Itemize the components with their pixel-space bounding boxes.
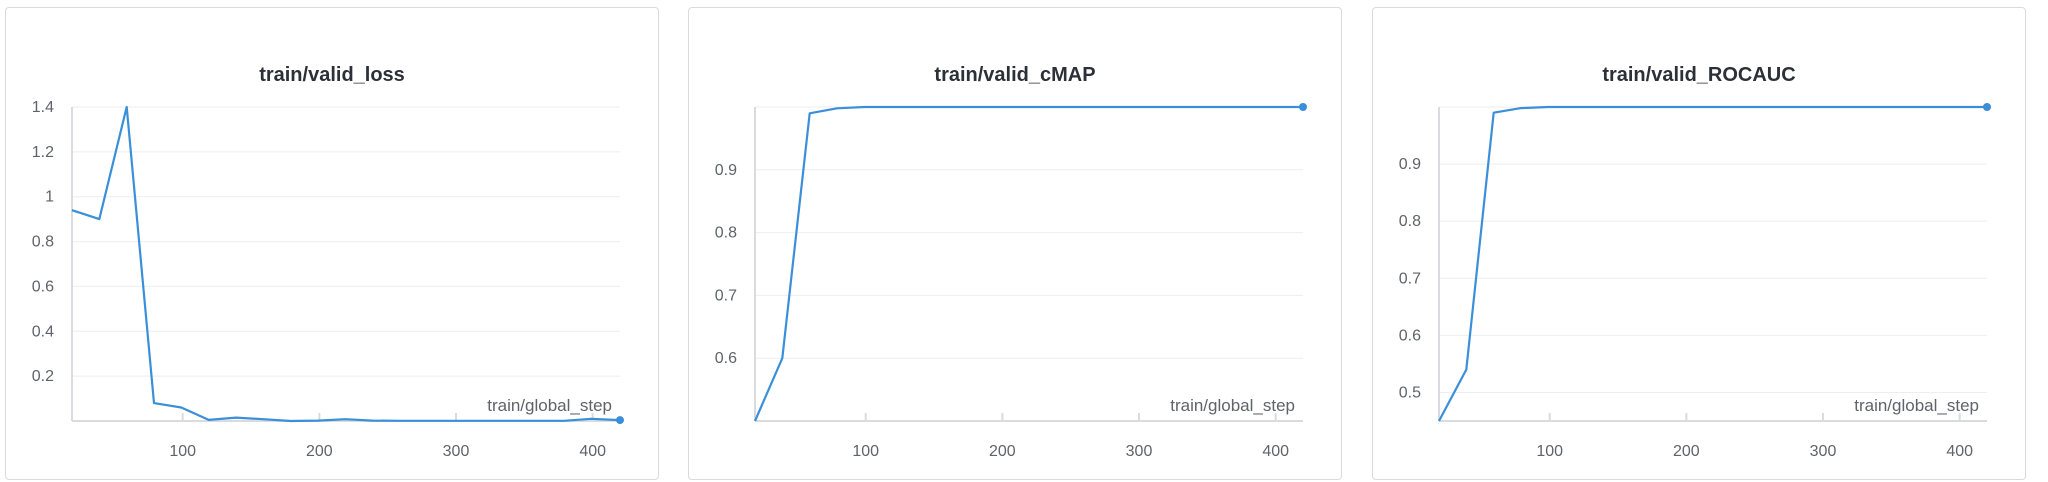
chart-title: train/valid_ROCAUC	[1602, 64, 1796, 86]
series-endpoint	[1299, 103, 1307, 111]
x-tick-label: 300	[1810, 443, 1837, 460]
x-tick-label: 400	[579, 443, 606, 460]
y-tick-label: 0.7	[1399, 270, 1421, 287]
y-tick-label: 1.2	[32, 144, 54, 161]
chart-panel-cmap: train/valid_cMAP 0.6 0.7 0.8 0.9 100 200 300 40…	[688, 7, 1342, 480]
y-tick-label: 0.8	[715, 225, 737, 242]
y-tick-label: 0.6	[32, 278, 54, 295]
series-endpoint	[616, 416, 624, 425]
chart-panel-rocauc: train/valid_ROCAUC 0.5 0.6 0.7 0.8 0.9 100 200…	[1372, 7, 2026, 480]
series-line	[71, 105, 621, 423]
y-tick-label: 0.8	[32, 234, 54, 251]
series-line	[1438, 105, 1987, 422]
series-endpoint	[1983, 103, 1991, 111]
chart-panel-loss: train/valid_loss 0.2 0.4 0.6 0.8 1 1.2 1.4 100 2…	[5, 7, 659, 480]
x-axis-title: train/global_step	[1854, 396, 1979, 415]
y-tick-label: 0.6	[715, 350, 737, 367]
x-tick-label: 300	[443, 443, 470, 460]
series-line	[753, 105, 1303, 422]
chart-plot[interactable]: 0.2 0.4 0.6 0.8 1 1.2 1.4 100 200 300 400 train/glo…	[6, 8, 660, 481]
chart-title: train/valid_cMAP	[934, 64, 1096, 86]
x-tick-label: 100	[1536, 443, 1563, 460]
x-tick-label: 200	[989, 443, 1016, 460]
y-tick-label: 0.4	[32, 323, 54, 340]
chart-plot[interactable]: 0.5 0.6 0.7 0.8 0.9 100 200 300 400 train/global_…	[1373, 8, 2027, 481]
chart-plot[interactable]: 0.6 0.7 0.8 0.9 100 200 300 400 train/global_ste…	[689, 8, 1343, 481]
x-tick-label: 100	[169, 443, 196, 460]
y-tick-label: 0.2	[32, 368, 54, 385]
x-tick-label: 100	[852, 443, 879, 460]
x-tick-label: 400	[1262, 443, 1289, 460]
x-tick-label: 200	[1673, 443, 1700, 460]
y-tick-label: 0.7	[715, 287, 737, 304]
y-tick-label: 1.4	[32, 99, 54, 116]
y-tick-label: 0.9	[1399, 156, 1421, 173]
x-tick-label: 400	[1946, 443, 1973, 460]
y-tick-label: 0.9	[715, 162, 737, 179]
y-tick-label: 1	[45, 189, 54, 206]
y-tick-label: 0.6	[1399, 327, 1421, 344]
x-tick-label: 300	[1126, 443, 1153, 460]
x-axis-title: train/global_step	[487, 396, 612, 415]
chart-title: train/valid_loss	[259, 64, 405, 86]
x-axis-title: train/global_step	[1170, 396, 1295, 415]
x-tick-label: 200	[306, 443, 333, 460]
y-tick-label: 0.8	[1399, 213, 1421, 230]
y-tick-label: 0.5	[1399, 384, 1421, 401]
